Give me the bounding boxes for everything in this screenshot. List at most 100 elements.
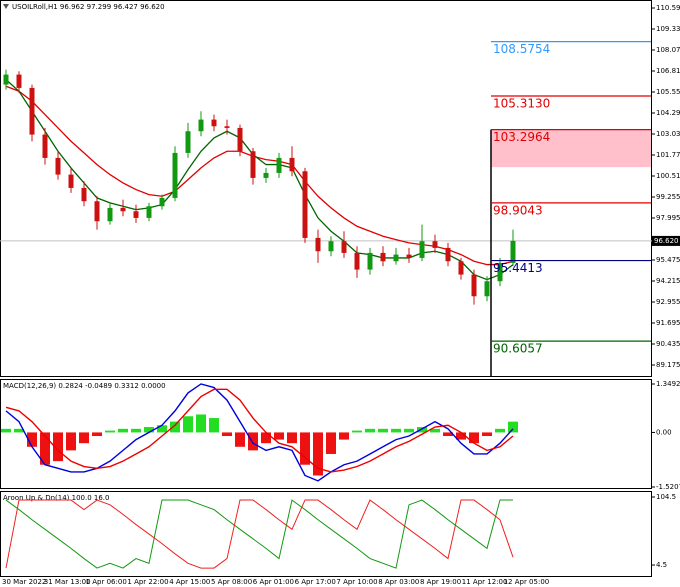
y-tick-label: 97.995 bbox=[656, 214, 680, 222]
level-label: 105.3130 bbox=[493, 97, 550, 111]
macd-bar bbox=[105, 430, 115, 433]
macd-bar bbox=[118, 428, 128, 433]
candle-body bbox=[120, 207, 126, 212]
candle-body bbox=[198, 119, 204, 132]
candle-body bbox=[159, 197, 165, 207]
x-tick-label: 6 Apr 17:00 bbox=[295, 578, 336, 586]
candle-body bbox=[146, 206, 152, 218]
y-tick-label: 99.255 bbox=[656, 193, 680, 201]
candle-body bbox=[133, 211, 139, 218]
y-tick-label: 108.075 bbox=[656, 46, 680, 54]
y-tick-label: 89.175 bbox=[656, 361, 680, 369]
macd-bar bbox=[183, 416, 193, 433]
macd-bar bbox=[248, 432, 258, 451]
candle-body bbox=[510, 240, 516, 263]
y-tick-label: 105.555 bbox=[656, 88, 680, 96]
x-tick-label: 5 Apr 08:00 bbox=[211, 578, 252, 586]
x-tick-label: 30 Mar 2022 bbox=[2, 578, 46, 586]
candle-body bbox=[328, 241, 334, 252]
macd-bar bbox=[144, 427, 154, 433]
macd-bar bbox=[313, 432, 323, 476]
macd-bar bbox=[326, 432, 336, 454]
y-tick-label: 1.3492 bbox=[656, 380, 680, 388]
candle-body bbox=[42, 134, 48, 158]
macd-bar bbox=[456, 432, 466, 440]
macd-bar bbox=[495, 428, 505, 433]
macd-bar bbox=[27, 432, 37, 447]
y-tick-label: 92.955 bbox=[656, 298, 680, 306]
level-label: 90.6057 bbox=[493, 342, 543, 356]
candle-body bbox=[224, 126, 230, 128]
y-tick-label: 90.435 bbox=[656, 340, 680, 348]
macd-bar bbox=[222, 432, 232, 437]
candle-body bbox=[94, 201, 100, 222]
level-label: 103.2964 bbox=[493, 130, 550, 144]
candle-body bbox=[276, 157, 282, 173]
macd-bar bbox=[157, 425, 167, 433]
panel-frame bbox=[0, 491, 652, 577]
moving-average bbox=[5, 79, 514, 281]
panel-frame bbox=[0, 0, 652, 377]
y-tick-label: 91.695 bbox=[656, 319, 680, 327]
level-label: 108.5754 bbox=[493, 42, 550, 56]
y-tick-label: 94.215 bbox=[656, 277, 680, 285]
macd-bar bbox=[170, 421, 180, 433]
candle-body bbox=[419, 241, 425, 258]
y-tick-label: 106.815 bbox=[656, 67, 680, 75]
candle-body bbox=[445, 247, 451, 262]
macd-bar bbox=[300, 432, 310, 465]
candle-body bbox=[172, 152, 178, 198]
macd-bar bbox=[339, 432, 349, 440]
indicator-line bbox=[5, 499, 513, 569]
candle-body bbox=[211, 119, 217, 127]
candle-body bbox=[29, 87, 35, 135]
candle-body bbox=[81, 187, 87, 202]
candle-body bbox=[68, 174, 74, 188]
y-tick-label: 103.035 bbox=[656, 130, 680, 138]
macd-bar bbox=[79, 432, 89, 444]
macd-bar bbox=[287, 432, 297, 444]
y-tick-label: 101.775 bbox=[656, 151, 680, 159]
candle-body bbox=[393, 254, 399, 262]
candle-body bbox=[55, 157, 61, 175]
y-tick-label: 4.5 bbox=[656, 561, 667, 569]
y-tick-label: 95.475 bbox=[656, 256, 680, 264]
macd-bar bbox=[469, 432, 479, 444]
y-tick-label: 0.00 bbox=[656, 428, 672, 436]
y-tick-label: 104.5 bbox=[656, 493, 676, 501]
macd-bar bbox=[417, 427, 427, 433]
macd-bar bbox=[261, 432, 271, 444]
x-tick-label: 4 Apr 15:00 bbox=[169, 578, 210, 586]
macd-bar bbox=[404, 428, 414, 433]
macd-bar bbox=[365, 428, 375, 433]
macd-bar bbox=[14, 428, 24, 433]
macd-bar bbox=[378, 428, 388, 433]
candle-body bbox=[367, 252, 373, 270]
macd-bar bbox=[443, 432, 453, 437]
level-label: 95.4413 bbox=[493, 261, 543, 275]
macd-bar bbox=[131, 428, 141, 433]
macd-bar bbox=[53, 432, 63, 462]
y-tick-label: -1.5207 bbox=[656, 483, 680, 491]
candle-body bbox=[185, 131, 191, 153]
macd-bar bbox=[92, 432, 102, 437]
macd-line bbox=[5, 388, 514, 473]
panel-frame bbox=[0, 379, 652, 489]
macd-bar bbox=[508, 421, 518, 433]
candle-body bbox=[289, 157, 295, 172]
macd-bar bbox=[482, 432, 492, 437]
candle-body bbox=[341, 241, 347, 253]
macd-line bbox=[5, 383, 514, 482]
moving-average bbox=[5, 85, 514, 266]
y-tick-label: 109.335 bbox=[656, 25, 680, 33]
candle-body bbox=[380, 252, 386, 262]
macd-bar bbox=[40, 432, 50, 465]
macd-bar bbox=[352, 430, 362, 433]
x-tick-label: 31 Mar 13:00 bbox=[44, 578, 91, 586]
macd-bar bbox=[209, 418, 219, 433]
candle-body bbox=[471, 274, 477, 297]
candle-body bbox=[263, 172, 269, 178]
macd-bar bbox=[430, 428, 440, 433]
